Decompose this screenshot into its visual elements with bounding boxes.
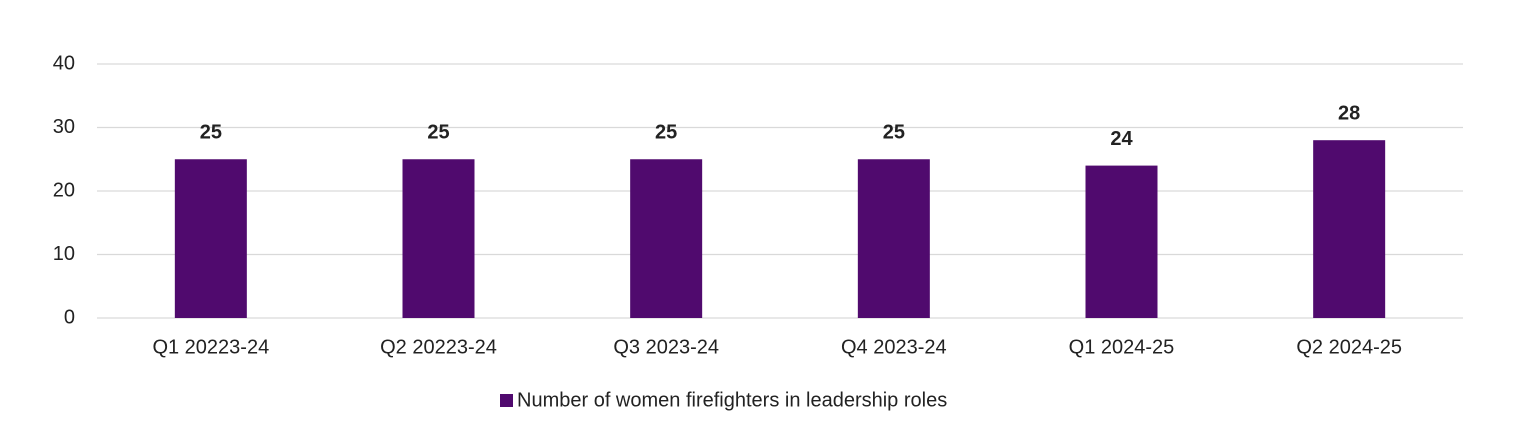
- y-tick-label: 10: [53, 243, 75, 265]
- x-tick-label: Q2 2024-25: [1296, 336, 1402, 358]
- bar: [174, 159, 247, 318]
- data-label: 28: [1338, 102, 1360, 124]
- x-tick-label: Q4 2023-24: [841, 336, 947, 358]
- bar: [1313, 140, 1386, 318]
- data-label: 24: [1110, 128, 1133, 150]
- bar: [1085, 165, 1158, 318]
- x-tick-label: Q1 20223-24: [152, 336, 269, 358]
- y-tick-label: 30: [53, 116, 75, 138]
- bar: [402, 159, 475, 318]
- data-label: 25: [200, 122, 222, 144]
- x-tick-label: Q3 2023-24: [613, 336, 719, 358]
- y-tick-label: 20: [53, 179, 75, 201]
- y-tick-label: 40: [53, 52, 75, 74]
- y-tick-label: 0: [64, 306, 75, 328]
- bar: [630, 159, 703, 318]
- data-label: 25: [655, 122, 677, 144]
- x-tick-label: Q1 2024-25: [1069, 336, 1175, 358]
- legend-label: Number of women firefighters in leadersh…: [517, 389, 947, 411]
- data-label: 25: [883, 122, 905, 144]
- bar: [857, 159, 930, 318]
- legend-swatch: [500, 394, 513, 407]
- x-tick-label: Q2 20223-24: [380, 336, 497, 358]
- data-label: 25: [427, 122, 449, 144]
